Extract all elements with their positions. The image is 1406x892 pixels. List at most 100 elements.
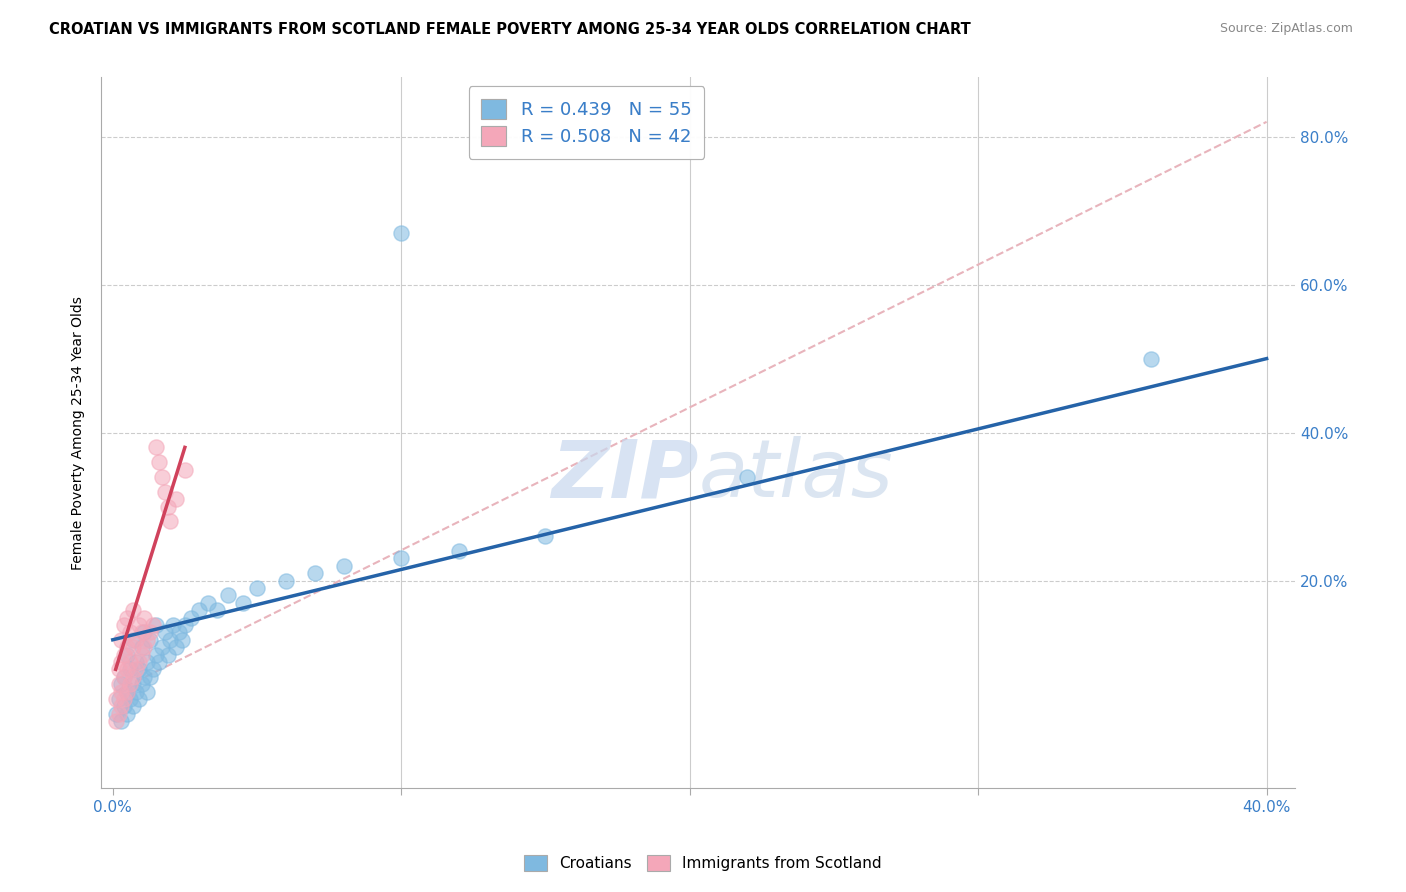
Point: [125, 684, 148, 698]
Point: [131, 677, 153, 691]
Point: [170, 632, 193, 647]
Point: [232, 596, 254, 610]
Point: [120, 655, 142, 669]
Point: [115, 706, 138, 721]
Point: [131, 640, 153, 655]
Point: [122, 699, 145, 714]
Point: [115, 684, 138, 698]
Point: [205, 603, 228, 617]
Point: [112, 648, 135, 662]
Point: [128, 692, 150, 706]
Point: [125, 632, 148, 647]
Point: [110, 655, 132, 669]
Point: [122, 640, 145, 655]
Point: [304, 566, 326, 581]
Point: [188, 603, 211, 617]
Point: [110, 677, 132, 691]
Point: [145, 648, 167, 662]
Point: [125, 662, 148, 676]
Point: [115, 648, 138, 662]
Point: [122, 677, 145, 691]
Point: [148, 655, 170, 669]
Point: [389, 226, 412, 240]
Point: [142, 618, 165, 632]
Point: [104, 714, 127, 728]
Point: [115, 610, 138, 624]
Point: [134, 625, 156, 640]
Point: [112, 670, 135, 684]
Point: [150, 640, 173, 655]
Text: CROATIAN VS IMMIGRANTS FROM SCOTLAND FEMALE POVERTY AMONG 25-34 YEAR OLDS CORREL: CROATIAN VS IMMIGRANTS FROM SCOTLAND FEM…: [49, 22, 972, 37]
Point: [122, 670, 145, 684]
Point: [148, 455, 170, 469]
Point: [173, 618, 195, 632]
Point: [173, 462, 195, 476]
Point: [115, 684, 138, 698]
Point: [128, 618, 150, 632]
Point: [139, 632, 162, 647]
Point: [131, 648, 153, 662]
Point: [115, 662, 138, 676]
Point: [142, 662, 165, 676]
Point: [447, 544, 470, 558]
Point: [110, 714, 132, 728]
Point: [165, 492, 187, 507]
Point: [162, 618, 184, 632]
Point: [134, 640, 156, 655]
Point: [1140, 351, 1163, 366]
Point: [107, 706, 129, 721]
Point: [112, 699, 135, 714]
Point: [110, 699, 132, 714]
Point: [107, 692, 129, 706]
Point: [534, 529, 557, 543]
Point: [159, 515, 181, 529]
Point: [197, 596, 219, 610]
Point: [246, 581, 269, 595]
Point: [128, 655, 150, 669]
Point: [112, 618, 135, 632]
Point: [120, 625, 142, 640]
Point: [120, 677, 142, 691]
Point: [139, 670, 162, 684]
Point: [136, 655, 159, 669]
Point: [112, 670, 135, 684]
Point: [110, 684, 132, 698]
Point: [389, 551, 412, 566]
Point: [122, 603, 145, 617]
Point: [107, 677, 129, 691]
Point: [112, 692, 135, 706]
Point: [274, 574, 297, 588]
Point: [131, 625, 153, 640]
Point: [156, 500, 179, 514]
Point: [136, 684, 159, 698]
Point: [136, 632, 159, 647]
Point: [120, 692, 142, 706]
Point: [332, 558, 354, 573]
Point: [122, 632, 145, 647]
Text: ZIP: ZIP: [551, 436, 699, 514]
Point: [110, 632, 132, 647]
Y-axis label: Female Poverty Among 25-34 Year Olds: Female Poverty Among 25-34 Year Olds: [72, 295, 86, 569]
Point: [153, 625, 176, 640]
Point: [159, 632, 181, 647]
Point: [217, 588, 239, 602]
Point: [134, 610, 156, 624]
Text: Source: ZipAtlas.com: Source: ZipAtlas.com: [1219, 22, 1353, 36]
Point: [104, 706, 127, 721]
Point: [153, 484, 176, 499]
Point: [165, 640, 187, 655]
Point: [167, 625, 190, 640]
Point: [104, 692, 127, 706]
Point: [120, 662, 142, 676]
Point: [737, 470, 759, 484]
Point: [145, 441, 167, 455]
Point: [180, 610, 202, 624]
Point: [139, 625, 162, 640]
Point: [125, 655, 148, 669]
Point: [107, 662, 129, 676]
Legend: R = 0.439   N = 55, R = 0.508   N = 42: R = 0.439 N = 55, R = 0.508 N = 42: [468, 87, 704, 159]
Point: [128, 662, 150, 676]
Point: [156, 648, 179, 662]
Point: [145, 618, 167, 632]
Point: [134, 670, 156, 684]
